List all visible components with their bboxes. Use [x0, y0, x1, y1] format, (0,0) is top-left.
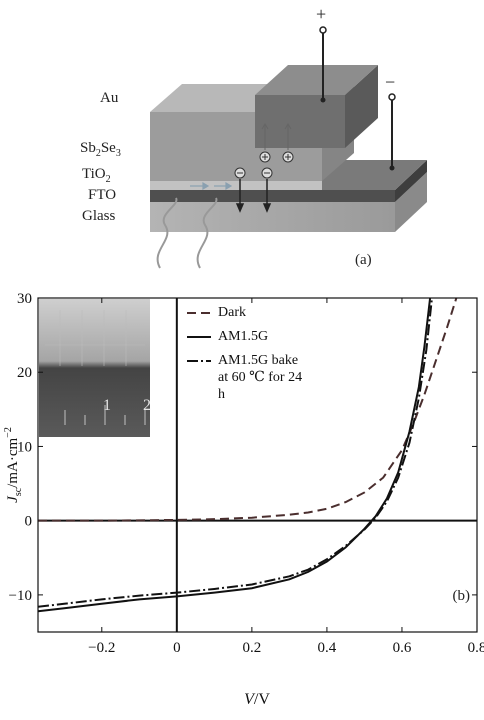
glass-side [395, 172, 427, 232]
x-tick-label: 0.8 [468, 640, 484, 656]
x-tick-label: 0.2 [242, 640, 261, 656]
label-part: TiO [82, 166, 106, 182]
label-sub: 3 [116, 148, 121, 159]
tio2-front [150, 181, 322, 190]
inset-photo: 1 2 [39, 299, 151, 437]
legend-label: Dark [218, 305, 246, 320]
label-part: /mA·cm [5, 437, 21, 487]
inset-label: 2 [143, 397, 151, 414]
legend-label: AM1.5G [218, 329, 269, 344]
label-sup: −2 [3, 427, 14, 438]
legend-entry: Dark [186, 304, 310, 321]
x-tick-label: 0.4 [318, 640, 337, 656]
label-sub: 2 [96, 148, 101, 159]
electrons [234, 167, 273, 179]
y-tick-label: −10 [9, 588, 32, 604]
terminal [319, 26, 327, 34]
y-tick-label: 20 [17, 365, 32, 381]
legend-swatch [187, 360, 211, 362]
layer-label: TiO2 [82, 166, 111, 185]
label-part: Sb [80, 140, 96, 156]
x-tick-label: −0.2 [88, 640, 115, 656]
layer-label: FTO [88, 187, 116, 203]
y-tick-label: 30 [17, 291, 32, 307]
contact [389, 165, 395, 171]
x-tick-label: 0.6 [393, 640, 412, 656]
panel-label: (a) [355, 252, 372, 268]
x-axis-label: V/V [244, 691, 270, 708]
minus-sign: − [385, 72, 395, 92]
schematic: Au Sb2Se3 TiO2 FTO Glass + − (a) [80, 4, 427, 269]
legend-entry: AM1.5G [186, 328, 310, 345]
au-front [255, 95, 345, 148]
legend-swatch [187, 336, 211, 338]
layer-label: Sb2Se3 [80, 140, 121, 159]
label-sub: 2 [106, 174, 111, 185]
terminal [388, 93, 396, 101]
au-top [255, 65, 378, 95]
plus-sign: + [316, 4, 326, 24]
y-tick-label: 10 [17, 439, 32, 455]
label-part: /V [254, 691, 270, 708]
glass-front [150, 202, 395, 232]
label-part: V [244, 691, 256, 708]
light-waves [156, 197, 218, 269]
x-tick-label: 0 [173, 640, 181, 656]
electron-arrows [235, 179, 272, 213]
holes [259, 151, 294, 163]
legend-swatch [187, 312, 211, 314]
label-part: Se [101, 140, 116, 156]
hole-arrows [261, 123, 292, 150]
inset-label: 1 [103, 397, 111, 414]
y-axis-label: Jsc/mA·cm−2 [3, 427, 24, 503]
au-side [345, 65, 378, 148]
label-part: J [5, 495, 21, 503]
fto-front [150, 190, 395, 202]
layer-label: Glass [82, 208, 115, 224]
legend-entry: AM1.5G bake at 60 ℃ for 24 h [186, 352, 310, 403]
layer-label: Au [100, 90, 119, 106]
light-arrows [190, 181, 233, 191]
y-tick-label: 0 [25, 514, 33, 530]
contact [320, 97, 326, 103]
legend-label: AM1.5G bake at 60 ℃ for 24 h [218, 353, 303, 402]
label-sub: sc [13, 487, 24, 496]
panel-label: (b) [453, 588, 471, 604]
legend: Dark AM1.5G AM1.5G bake at 60 ℃ for 24 h [186, 304, 310, 410]
fto-side [395, 160, 427, 202]
